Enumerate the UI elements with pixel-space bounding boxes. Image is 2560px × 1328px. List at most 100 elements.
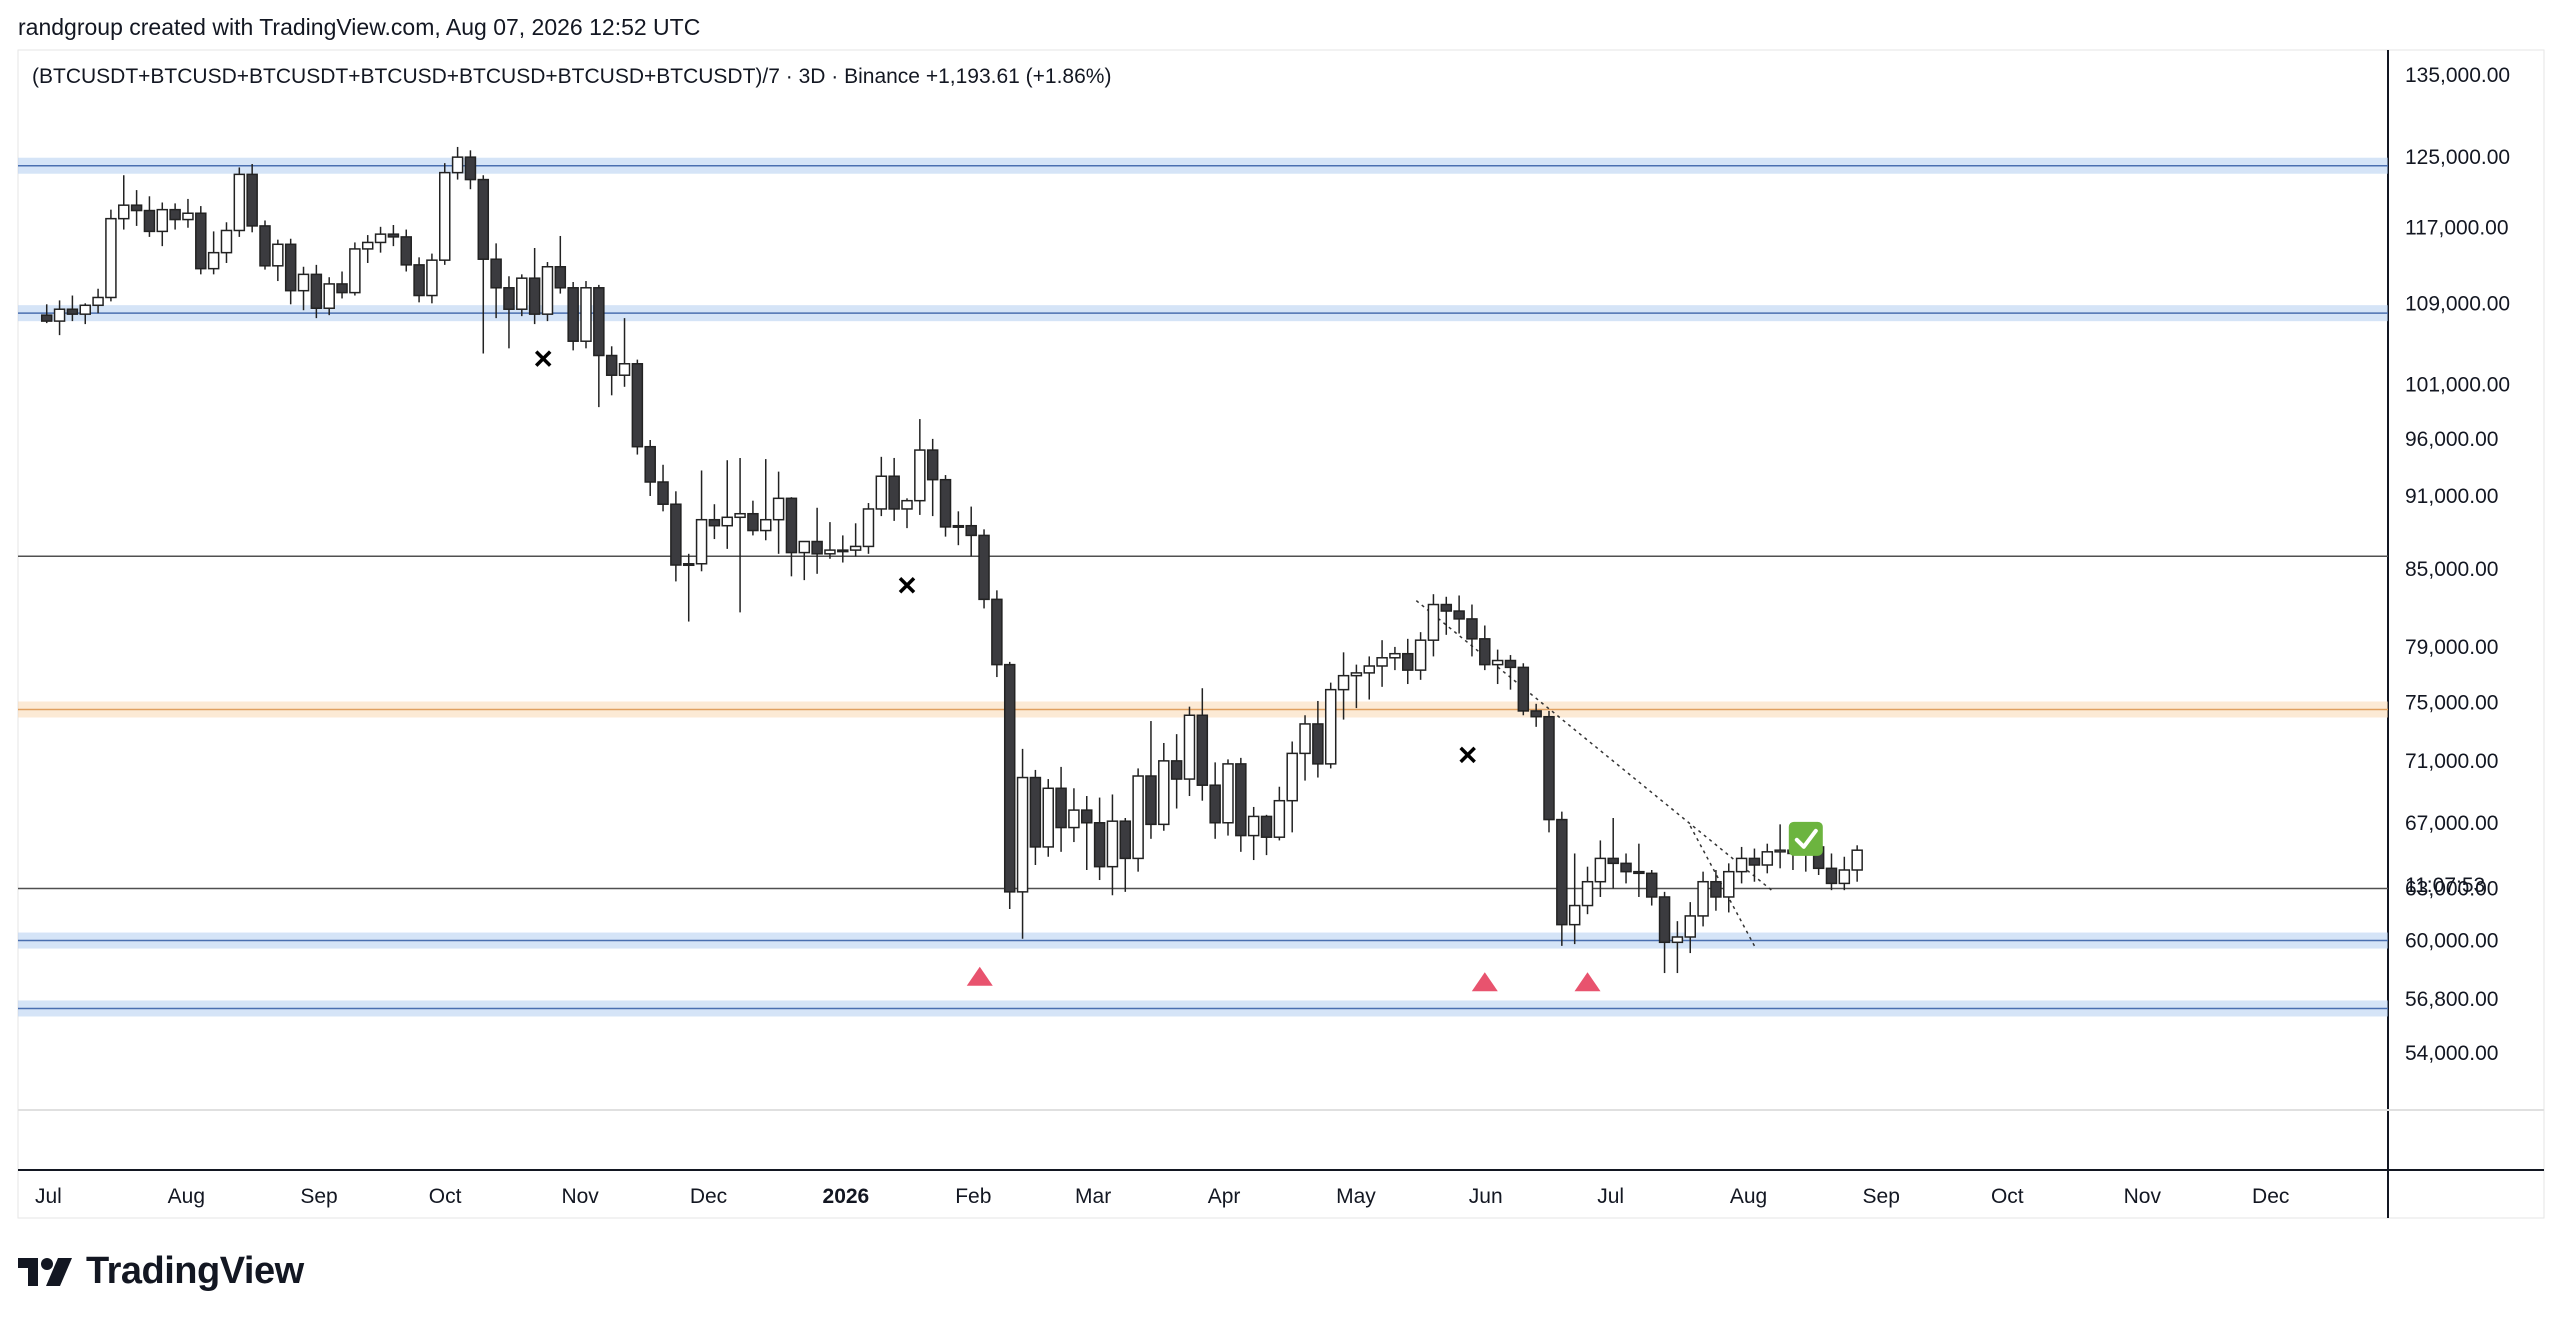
candle xyxy=(130,190,143,226)
x-marker xyxy=(898,576,916,594)
horizontal-zones xyxy=(18,157,2388,1017)
candle-body xyxy=(1735,857,1748,873)
time-tick-label: Dec xyxy=(2252,1185,2289,1208)
candle xyxy=(1324,682,1337,769)
candle xyxy=(1350,664,1363,709)
candle-body xyxy=(631,363,644,448)
candle xyxy=(1504,655,1517,690)
candle-body xyxy=(1029,776,1042,848)
candle-body xyxy=(92,296,104,307)
time-tick-label: Jul xyxy=(35,1185,62,1208)
candle xyxy=(760,459,772,541)
candle-body xyxy=(618,363,631,376)
price-tick-label: 79,000.00 xyxy=(2405,636,2498,659)
x-marker xyxy=(534,350,552,367)
candle-body xyxy=(79,304,91,315)
candle-body xyxy=(1774,849,1786,853)
candle-body xyxy=(233,173,246,232)
candle xyxy=(1633,843,1645,897)
candle-body xyxy=(182,212,194,221)
time-tick-label: Dec xyxy=(690,1185,727,1208)
candle-body xyxy=(1158,760,1170,826)
candle-body xyxy=(1183,714,1196,780)
candle xyxy=(1093,797,1106,881)
candle xyxy=(1055,766,1067,852)
candle-body xyxy=(1427,603,1440,641)
candle xyxy=(926,438,939,517)
candle-body xyxy=(1825,867,1838,885)
countdown-timer: 11:07:53 xyxy=(2405,874,2485,897)
candle xyxy=(1440,596,1453,635)
time-tick-label: Aug xyxy=(1730,1185,1767,1208)
candle xyxy=(528,247,541,325)
candle-body xyxy=(310,273,323,309)
candle xyxy=(1222,759,1234,836)
candle-body xyxy=(1016,776,1029,893)
candle xyxy=(1299,715,1311,781)
candle-body xyxy=(1607,857,1619,865)
candle xyxy=(618,318,631,387)
candle xyxy=(105,209,117,302)
candle xyxy=(1453,595,1465,634)
x-marker-stroke xyxy=(898,576,916,594)
candle-body xyxy=(1479,638,1491,666)
candle-body xyxy=(1838,869,1851,885)
candle-body xyxy=(939,478,952,528)
time-tick-label: Jun xyxy=(1469,1185,1503,1208)
candle xyxy=(1170,734,1183,809)
candle-body xyxy=(708,518,721,527)
price-tick-label: 75,000.00 xyxy=(2405,691,2498,714)
candle-body xyxy=(593,287,605,357)
candle xyxy=(1029,769,1042,866)
candle xyxy=(747,500,759,536)
candle xyxy=(1389,646,1401,671)
candle xyxy=(837,535,849,563)
candle-body xyxy=(901,499,913,510)
time-axis[interactable]: Jul Aug Sep Oct Nov Dec 2026 Feb Mar Apr May Jun Jul… xyxy=(35,1185,2289,1208)
candle-body xyxy=(439,171,451,261)
candle xyxy=(53,300,66,336)
price-axis[interactable]: 135,000.00 125,000.00 117,000.00 109,000.00… xyxy=(2405,64,2510,1065)
candle-body xyxy=(1170,760,1183,780)
candle-body xyxy=(40,314,53,322)
candle-body xyxy=(875,475,888,510)
candle-body xyxy=(862,508,875,548)
candle-body xyxy=(451,156,464,174)
candle xyxy=(862,503,875,554)
candle-body xyxy=(1568,904,1581,926)
candle xyxy=(1530,703,1542,727)
candle xyxy=(156,202,169,247)
time-tick-label: Mar xyxy=(1075,1185,1111,1208)
candle xyxy=(1543,710,1555,833)
candle-body xyxy=(53,308,66,322)
candle-body xyxy=(1363,665,1375,674)
candle xyxy=(1723,863,1735,913)
candles xyxy=(40,146,1863,974)
candle-body xyxy=(1119,820,1132,860)
candle xyxy=(503,276,515,349)
candle-body xyxy=(721,516,733,527)
candle xyxy=(734,457,746,613)
time-tick-label: Sep xyxy=(300,1185,337,1208)
candle xyxy=(1838,856,1851,891)
candle xyxy=(952,511,965,546)
price-tick-label: 54,000.00 xyxy=(2405,1042,2498,1065)
candle-body xyxy=(297,273,310,292)
candle xyxy=(580,281,592,349)
candle xyxy=(182,198,194,228)
candle-body xyxy=(695,518,708,565)
candle-body xyxy=(1132,775,1144,860)
candle xyxy=(297,266,310,311)
candle-body xyxy=(387,233,400,238)
candle-body xyxy=(1697,880,1709,917)
price-tick-label: 85,000.00 xyxy=(2405,558,2498,581)
candle xyxy=(195,206,207,275)
candle xyxy=(657,464,669,512)
candle-body xyxy=(1247,815,1260,837)
candle-body xyxy=(1389,652,1401,659)
candle-body xyxy=(1286,752,1298,802)
tradingview-logo[interactable]: TradingView xyxy=(18,1250,304,1293)
candle-body xyxy=(952,524,965,528)
candle xyxy=(1556,811,1568,946)
